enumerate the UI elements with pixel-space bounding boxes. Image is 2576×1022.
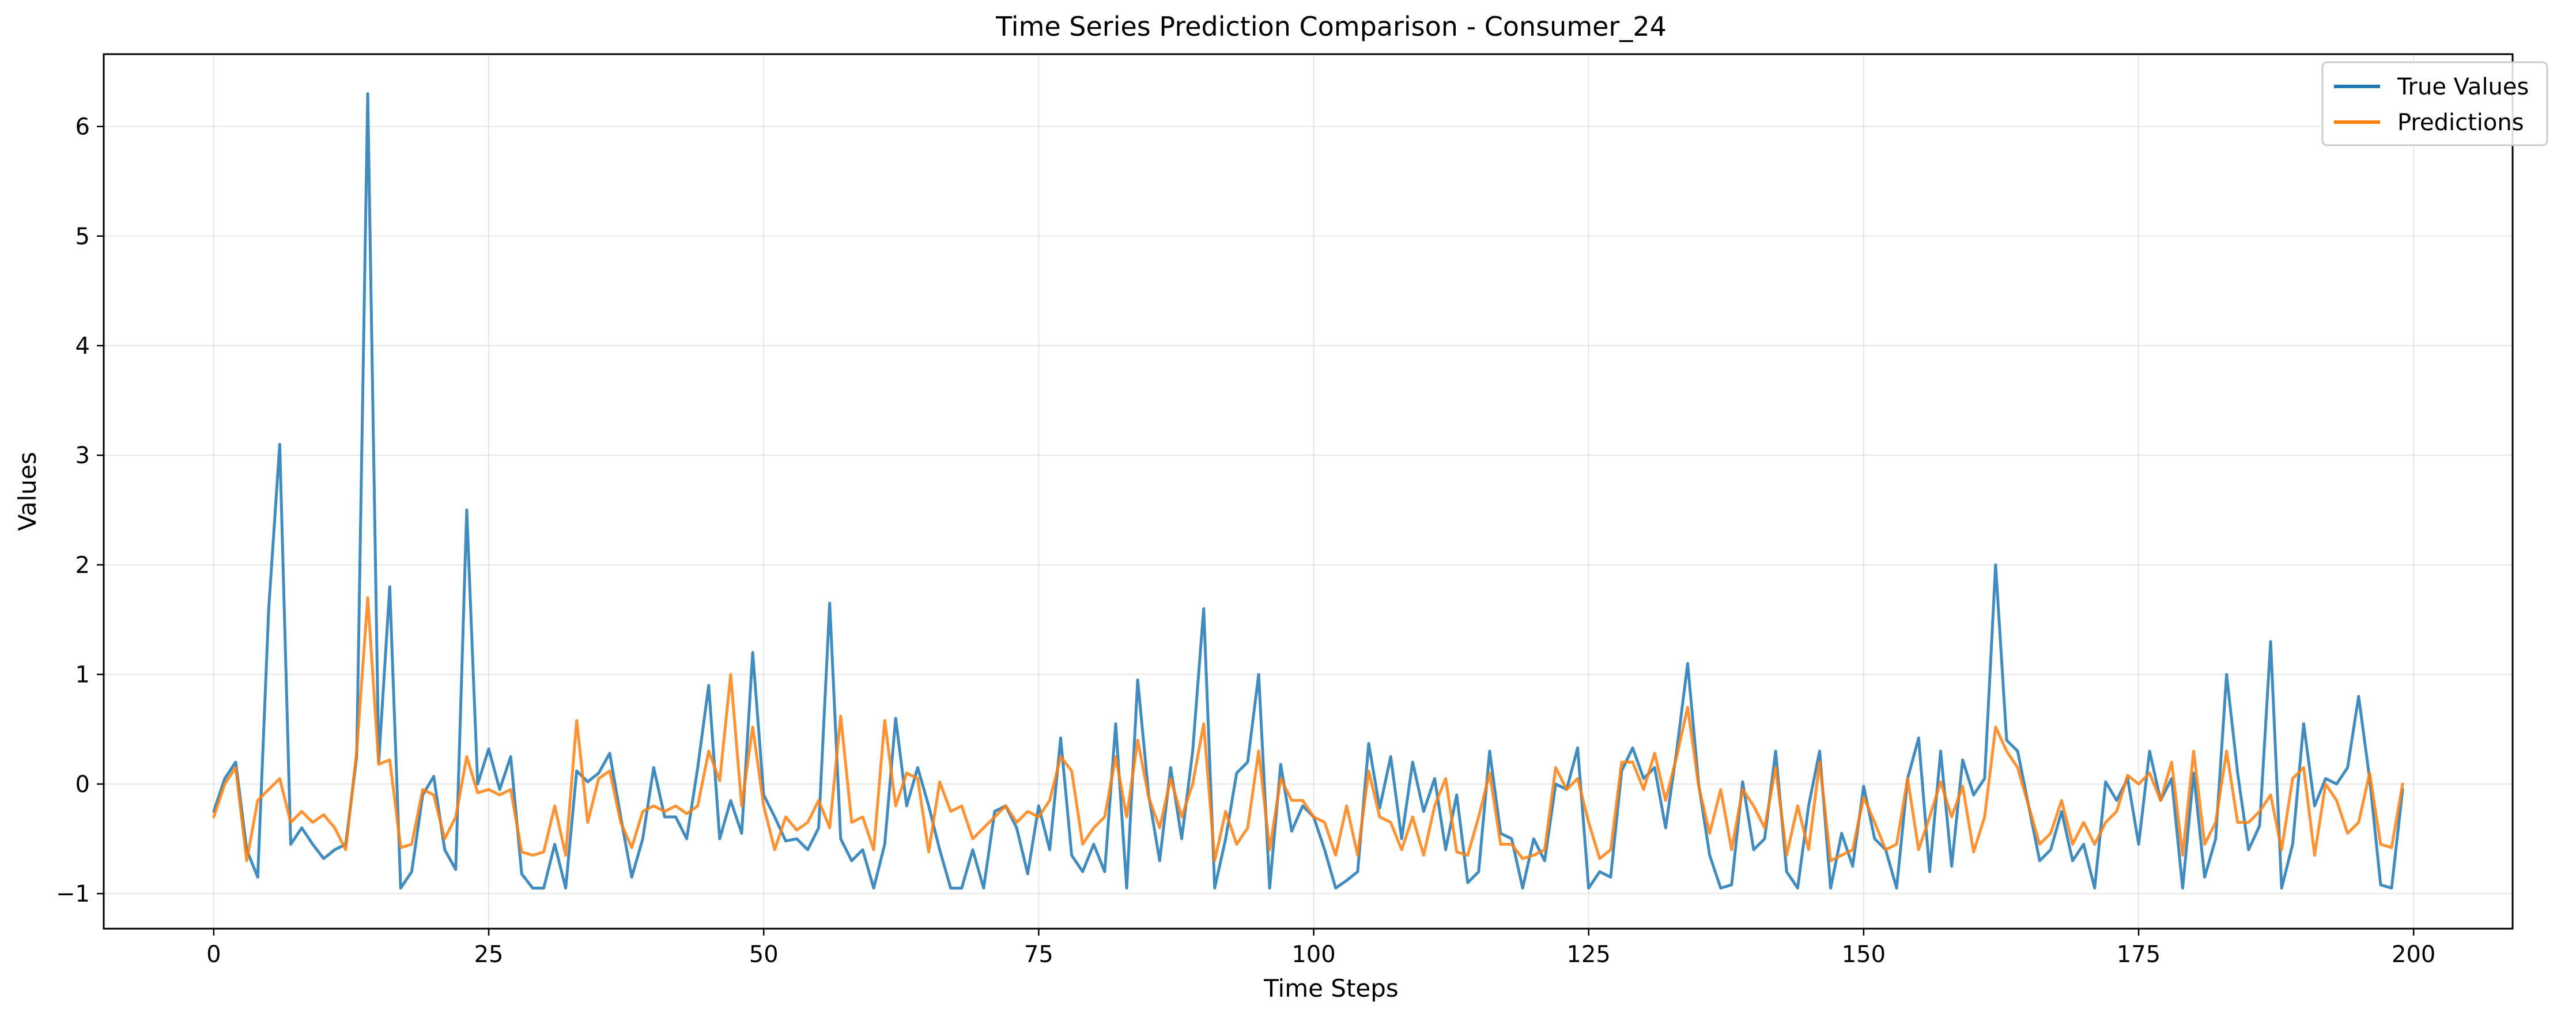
y-tick-label: 1 [75, 662, 90, 688]
legend: True Values Predictions [2321, 61, 2548, 146]
chart-title: Time Series Prediction Comparison - Cons… [995, 11, 1667, 42]
x-tick-label: 25 [474, 941, 504, 968]
x-tick-label: 200 [2392, 941, 2435, 968]
x-tick-label: 150 [1842, 941, 1886, 968]
y-tick-label: 3 [75, 442, 90, 469]
y-tick-label: 2 [75, 552, 90, 578]
x-tick-label: 125 [1567, 941, 1611, 968]
legend-label-true-values: True Values [2397, 74, 2529, 100]
x-tick-label: 75 [1024, 941, 1053, 968]
grid-lines [104, 54, 2513, 929]
plot-frame [103, 53, 2514, 930]
y-tick-label: 0 [75, 771, 90, 798]
x-tick-label: 175 [2117, 941, 2160, 968]
series-line-predictions [212, 596, 2404, 862]
y-tick-label: 6 [75, 114, 90, 141]
x-tick-label: 100 [1291, 941, 1335, 968]
legend-box [2321, 61, 2548, 146]
x-axis-label: Time Steps [1263, 974, 1399, 1002]
y-tick-label: −1 [56, 881, 90, 907]
y-tick-label: 4 [75, 333, 90, 359]
x-tick-label: 50 [749, 941, 779, 968]
x-tick-label: 0 [206, 941, 221, 968]
plot-series [212, 92, 2404, 890]
y-tick-label: 5 [75, 224, 90, 250]
series-line-true-values [212, 92, 2404, 890]
axis-ticks: 0 25 50 75 100 125 150 175 200 −1 0 1 2 3 4 5 6 [56, 114, 2435, 968]
y-axis-label: Values [13, 452, 41, 531]
legend-label-predictions: Predictions [2397, 109, 2524, 136]
